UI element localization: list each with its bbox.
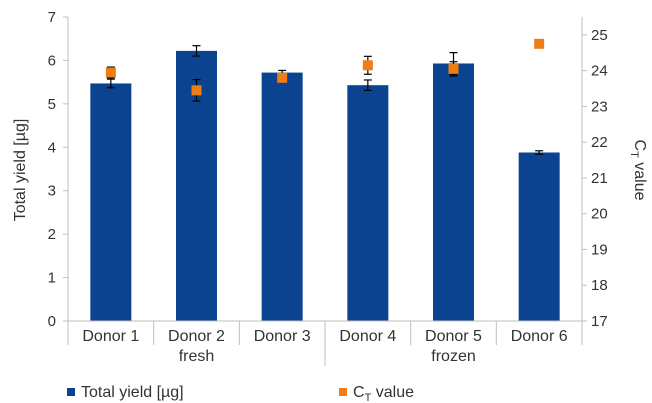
- ct-point: [362, 60, 373, 71]
- right-tick-label: 25: [591, 27, 608, 44]
- x-tick-label: Donor 3: [254, 328, 311, 345]
- plot-area: [90, 38, 560, 322]
- right-tick-label: 21: [591, 170, 608, 187]
- y2-axis-label: CT value: [628, 140, 648, 201]
- legend-label-total-yield: Total yield [µg]: [81, 384, 184, 401]
- x-tick-label: Donor 6: [511, 328, 568, 345]
- legend-ct-main: C: [353, 384, 365, 401]
- left-tick-label: 2: [48, 226, 56, 243]
- bar: [518, 152, 560, 321]
- legend-swatch-total-yield: [67, 388, 75, 396]
- ct-point: [448, 63, 459, 74]
- x-tick-label: Donor 2: [168, 328, 225, 345]
- group-label: fresh: [179, 348, 215, 365]
- y2-axis-label-rest: value: [631, 158, 648, 201]
- right-tick-label: 17: [591, 313, 608, 330]
- x-tick-label: Donor 1: [82, 328, 139, 345]
- left-tick-label: 3: [48, 183, 56, 200]
- left-tick-label: 1: [48, 270, 56, 287]
- legend-ct-rest: value: [371, 384, 414, 401]
- bar: [261, 72, 303, 322]
- x-tick-label: Donor 4: [339, 328, 396, 345]
- legend-swatch-ct-value: [339, 388, 347, 396]
- left-tick-label: 0: [48, 313, 56, 330]
- right-tick-label: 20: [591, 206, 608, 223]
- ct-point: [534, 38, 545, 49]
- x-tick-label: Donor 5: [425, 328, 482, 345]
- right-axis: 17 18 19 20 21 22 23 24 25: [581, 17, 608, 330]
- left-tick-label: 4: [48, 139, 56, 156]
- bar: [433, 63, 474, 322]
- right-tick-label: 18: [591, 277, 608, 294]
- y2-axis-label-sub: T: [628, 151, 640, 158]
- ct-point: [105, 67, 116, 78]
- right-tick-label: 22: [591, 134, 608, 151]
- ct-point: [191, 85, 202, 96]
- ct-point: [277, 72, 288, 83]
- bar: [347, 85, 389, 321]
- right-tick-label: 23: [591, 98, 608, 115]
- bar-error-bar: [535, 150, 544, 155]
- bar: [90, 83, 132, 322]
- group-label: frozen: [431, 348, 475, 365]
- left-tick-label: 5: [48, 96, 56, 113]
- bar-error-bar: [363, 79, 372, 91]
- legend: Total yield [µg] CT value: [67, 384, 414, 403]
- legend-label-ct-value: CT value: [353, 384, 414, 403]
- legend-ct-sub: T: [365, 392, 372, 403]
- left-tick-label: 7: [48, 9, 56, 26]
- x-axis: Donor 1 Donor 2 Donor 3 Donor 4 Donor 5 Donor…: [67, 320, 583, 366]
- right-tick-label: 24: [591, 63, 608, 80]
- bar-error-bar: [192, 45, 201, 57]
- y2-axis-label-main: C: [631, 140, 648, 152]
- y-axis-label: Total yield [µg]: [12, 119, 29, 222]
- right-tick-label: 19: [591, 241, 608, 258]
- left-axis: 0 1 2 3 4 5 6 7: [48, 9, 69, 330]
- left-tick-label: 6: [48, 52, 56, 69]
- bar-error-bar: [106, 78, 115, 89]
